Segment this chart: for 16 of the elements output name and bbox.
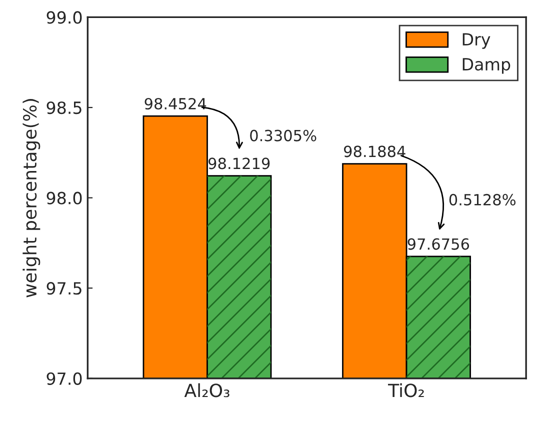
y-tick-label: 99.0 xyxy=(46,11,82,24)
legend-label: Dry xyxy=(462,33,490,49)
x-tick-label: Al₂O₃ xyxy=(184,383,230,398)
y-tick-label: 97.0 xyxy=(46,372,82,385)
data-label: 98.1884 xyxy=(344,146,406,158)
annotation: 0.5128% xyxy=(449,194,516,206)
data-label: 98.1219 xyxy=(208,158,270,170)
y-tick-label: 97.5 xyxy=(46,282,82,295)
x-tick-label: TiO₂ xyxy=(388,383,424,398)
y-axis-title: weight percentage(%) xyxy=(22,99,40,298)
data-label: 98.4524 xyxy=(144,98,206,110)
legend-label: Damp xyxy=(462,58,510,74)
y-tick-label: 98.0 xyxy=(46,192,82,204)
annotation: 0.3305% xyxy=(250,130,316,142)
data-label: 97.6756 xyxy=(408,238,470,250)
y-tick-label: 98.5 xyxy=(46,101,82,114)
